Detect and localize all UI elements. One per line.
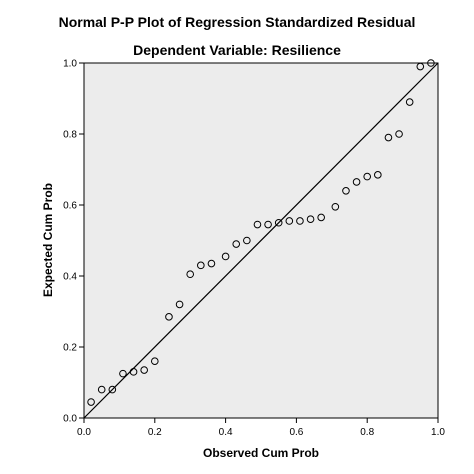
data-point [296, 217, 304, 225]
data-point [197, 261, 205, 270]
data-point [285, 217, 294, 225]
data-point [264, 220, 272, 229]
y-tick-label: 0.2 [63, 343, 77, 354]
y-tick-label: 0.8 [63, 130, 77, 141]
x-axis-label: Observed Cum Prob [203, 446, 319, 460]
data-point [317, 213, 325, 222]
x-axis-ticks: 0.0 0.2 0.4 0.6 0.8 1.0 [77, 418, 445, 438]
data-point [274, 218, 283, 227]
x-tick-label: 1.0 [431, 427, 445, 438]
y-tick-label: 1.0 [63, 59, 77, 70]
data-point [232, 240, 241, 248]
x-tick-label: 0.8 [360, 427, 374, 438]
data-point [207, 259, 216, 268]
x-tick-label: 0.0 [77, 427, 91, 438]
data-point [87, 398, 95, 406]
data-point [342, 187, 350, 195]
data-point [186, 270, 194, 279]
data-point [405, 98, 414, 106]
data-point [384, 133, 393, 142]
data-point [416, 62, 425, 71]
data-point [140, 366, 148, 374]
data-point [395, 130, 403, 138]
chart-subtitle: Dependent Variable: Resilience [133, 42, 341, 58]
data-point [119, 369, 127, 378]
data-point [374, 171, 382, 179]
x-tick-label: 0.4 [219, 427, 233, 438]
data-point [129, 368, 138, 376]
x-tick-label: 0.2 [148, 427, 162, 438]
data-point [243, 236, 251, 245]
data-point [97, 385, 106, 394]
data-point [253, 220, 262, 229]
data-point [151, 357, 159, 366]
data-point [331, 202, 340, 211]
chart-title: Normal P-P Plot of Regression Standardiz… [59, 14, 416, 30]
data-points [87, 59, 435, 406]
data-point [306, 215, 315, 223]
y-axis-label: Expected Cum Prob [41, 183, 55, 297]
reference-line [83, 62, 439, 419]
data-point [175, 300, 184, 309]
data-point [352, 178, 361, 186]
y-tick-label: 0.4 [63, 272, 77, 283]
y-tick-label: 0.6 [63, 201, 77, 212]
y-axis-ticks: 0.0 0.2 0.4 0.6 0.8 1.0 [63, 59, 84, 425]
data-point [165, 313, 173, 321]
x-tick-label: 0.6 [289, 427, 303, 438]
y-tick-label: 0.0 [63, 414, 77, 425]
data-point [108, 385, 117, 394]
data-point [427, 59, 435, 67]
data-point [221, 252, 230, 261]
data-point [363, 172, 372, 181]
